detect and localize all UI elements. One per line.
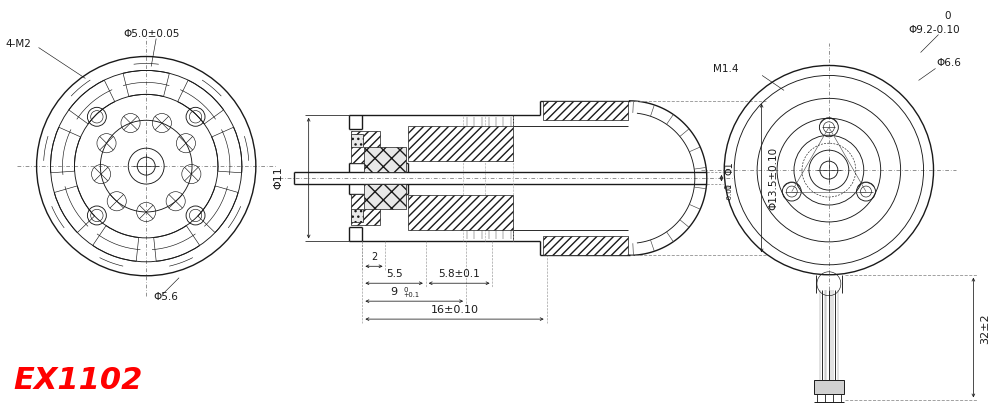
Bar xyxy=(364,184,406,209)
Bar xyxy=(408,126,513,161)
Text: 9: 9 xyxy=(390,287,397,297)
Bar xyxy=(364,147,406,172)
Text: Φ9.2-0.10: Φ9.2-0.10 xyxy=(909,24,960,35)
Text: Φ5.6: Φ5.6 xyxy=(153,292,178,302)
Text: +0.1: +0.1 xyxy=(404,292,420,298)
Bar xyxy=(814,380,844,395)
Text: 2: 2 xyxy=(371,252,377,262)
Text: Φ1: Φ1 xyxy=(724,161,734,175)
Bar xyxy=(351,134,363,147)
Text: Φ6.6: Φ6.6 xyxy=(937,58,961,69)
Text: 0: 0 xyxy=(404,287,408,293)
Text: 0: 0 xyxy=(944,11,951,21)
Text: 4-M2: 4-M2 xyxy=(6,38,32,49)
Text: 5.5: 5.5 xyxy=(386,269,402,279)
Text: Φ11: Φ11 xyxy=(274,167,284,189)
Text: EX1102: EX1102 xyxy=(14,366,143,395)
Text: 32±2: 32±2 xyxy=(980,313,990,344)
Bar xyxy=(543,236,628,255)
Text: 5.8±0.1: 5.8±0.1 xyxy=(438,269,480,279)
Bar xyxy=(351,131,380,163)
Bar xyxy=(351,209,363,222)
Bar xyxy=(543,101,628,120)
Text: Φ5.0±0.05: Φ5.0±0.05 xyxy=(123,29,180,39)
Text: -0.01: -0.01 xyxy=(726,183,732,201)
Bar xyxy=(408,195,513,230)
Text: 16±0.10: 16±0.10 xyxy=(431,305,479,315)
Text: 0: 0 xyxy=(725,184,734,189)
Text: M1.4: M1.4 xyxy=(713,64,739,74)
Bar xyxy=(351,193,380,226)
Text: Φ13.5±0.10: Φ13.5±0.10 xyxy=(769,146,779,210)
